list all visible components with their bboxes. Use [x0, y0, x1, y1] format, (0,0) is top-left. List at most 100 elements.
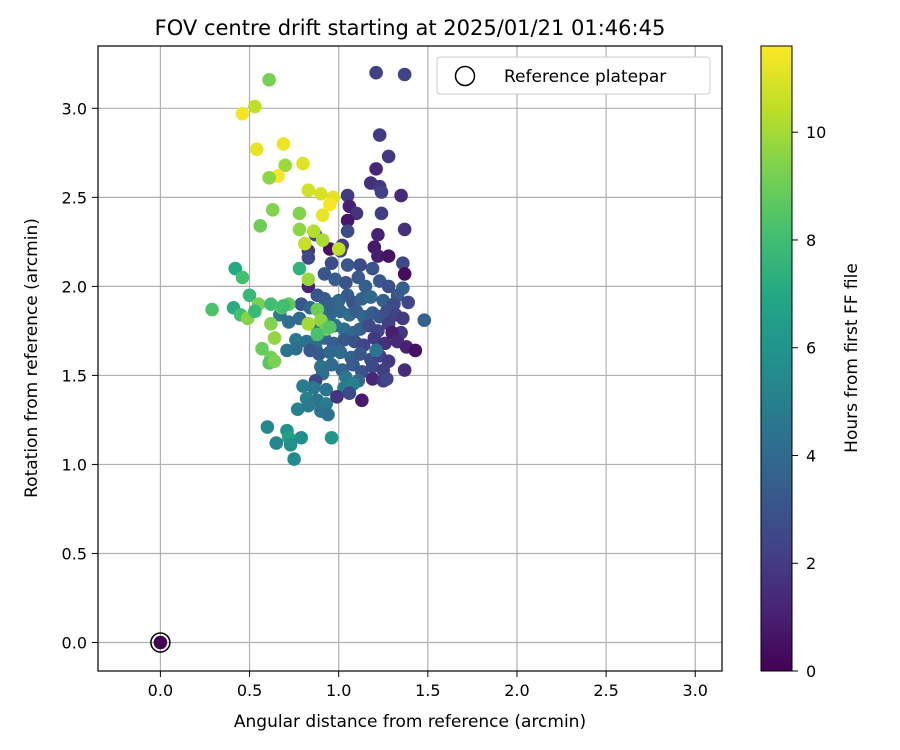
- data-point: [319, 382, 334, 397]
- data-point: [369, 65, 383, 80]
- data-point: [292, 222, 307, 237]
- colorbar-tick-label: 0: [806, 662, 816, 681]
- y-tick-label: 0.0: [62, 634, 87, 653]
- data-point: [340, 224, 355, 238]
- data-point: [317, 267, 332, 281]
- data-point: [310, 302, 325, 317]
- data-point: [401, 295, 416, 310]
- data-point: [322, 320, 337, 335]
- axes: 0.0 0.5 1.0 1.5 2.0 2.5 3.0 0.0 0.5 1.0 1.5 2.0 2.5 3…: [62, 45, 723, 700]
- data-point: [235, 106, 250, 121]
- data-point: [301, 251, 316, 265]
- y-tick-label: 3.0: [62, 99, 87, 118]
- data-point: [287, 452, 301, 466]
- colorbar-tick-label: 2: [806, 554, 816, 573]
- data-point: [283, 438, 298, 452]
- x-tick-label: 0.0: [148, 681, 173, 700]
- data-point: [315, 233, 330, 247]
- data-point: [363, 290, 378, 304]
- data-point: [397, 267, 412, 281]
- data-point: [269, 436, 284, 450]
- data-point: [322, 197, 337, 212]
- data-point: [267, 354, 282, 368]
- data-point: [301, 316, 316, 331]
- data-point: [296, 379, 310, 393]
- data-point: [365, 359, 380, 374]
- data-point: [330, 389, 344, 404]
- legend-box: [436, 56, 711, 95]
- colorbar-gradient: [760, 45, 793, 672]
- colorbar-tick-label: 10: [806, 123, 826, 142]
- data-point: [371, 227, 385, 242]
- plot-frame: [97, 45, 723, 672]
- data-point: [369, 343, 383, 358]
- data-points: [150, 65, 432, 653]
- data-point: [365, 261, 380, 276]
- data-point: [292, 261, 307, 276]
- data-point: [253, 219, 268, 233]
- data-point: [353, 347, 367, 361]
- y-tick-label: 1.0: [62, 455, 87, 474]
- colorbar-tick-label: 4: [806, 446, 816, 465]
- data-point: [394, 188, 408, 203]
- data-point: [264, 316, 278, 331]
- data-point: [381, 249, 396, 263]
- data-point: [276, 299, 291, 313]
- data-point: [264, 297, 278, 311]
- x-tick-label: 1.5: [415, 681, 440, 700]
- legend: Reference platepar: [436, 56, 711, 95]
- y-tick-label: 1.5: [62, 366, 87, 385]
- y-tick-label: 2.0: [62, 277, 87, 296]
- data-point: [267, 331, 282, 345]
- data-point: [340, 213, 355, 228]
- data-point: [397, 67, 412, 82]
- data-point: [301, 398, 316, 413]
- data-point: [355, 393, 369, 408]
- data-point: [376, 293, 391, 308]
- data-point: [205, 302, 219, 317]
- reference-point-dot: [153, 635, 168, 650]
- data-point: [340, 258, 355, 272]
- legend-label: Reference platepar: [504, 67, 666, 87]
- data-point: [396, 311, 410, 326]
- data-point: [294, 430, 309, 445]
- data-point: [281, 315, 296, 329]
- data-point: [262, 170, 276, 185]
- data-point: [328, 272, 342, 287]
- data-point: [248, 99, 262, 114]
- data-point: [278, 158, 293, 173]
- data-point: [365, 372, 380, 386]
- data-point: [324, 357, 339, 372]
- chart-title: FOV centre drift starting at 2025/01/21 …: [155, 16, 666, 40]
- data-point: [312, 347, 326, 361]
- data-point: [397, 222, 412, 237]
- legend-marker: [454, 65, 476, 87]
- data-point: [314, 186, 328, 201]
- data-point: [298, 236, 312, 251]
- data-point: [408, 343, 423, 358]
- data-point: [381, 149, 396, 164]
- data-point: [315, 208, 330, 222]
- y-tick-label: 0.5: [62, 544, 87, 563]
- data-point: [290, 402, 305, 417]
- x-axis-label: Angular distance from reference (arcmin): [234, 712, 586, 732]
- data-point: [374, 185, 389, 199]
- x-tick-label: 2.5: [593, 681, 618, 700]
- y-tick-label: 2.5: [62, 188, 87, 207]
- data-point: [248, 304, 262, 319]
- data-point: [339, 276, 353, 290]
- x-tick-label: 0.5: [237, 681, 262, 700]
- data-point: [371, 249, 385, 263]
- x-tick-label: 2.0: [504, 681, 529, 700]
- data-point: [306, 224, 321, 238]
- data-point: [242, 288, 257, 303]
- colorbar-ticks: 0 2 4 6 8 10: [792, 123, 826, 681]
- data-point: [265, 203, 280, 217]
- data-point: [324, 430, 339, 445]
- x-tick-label: 3.0: [683, 681, 708, 700]
- data-point: [331, 242, 346, 256]
- data-point: [340, 188, 355, 203]
- data-point: [367, 331, 382, 345]
- data-point: [369, 162, 383, 176]
